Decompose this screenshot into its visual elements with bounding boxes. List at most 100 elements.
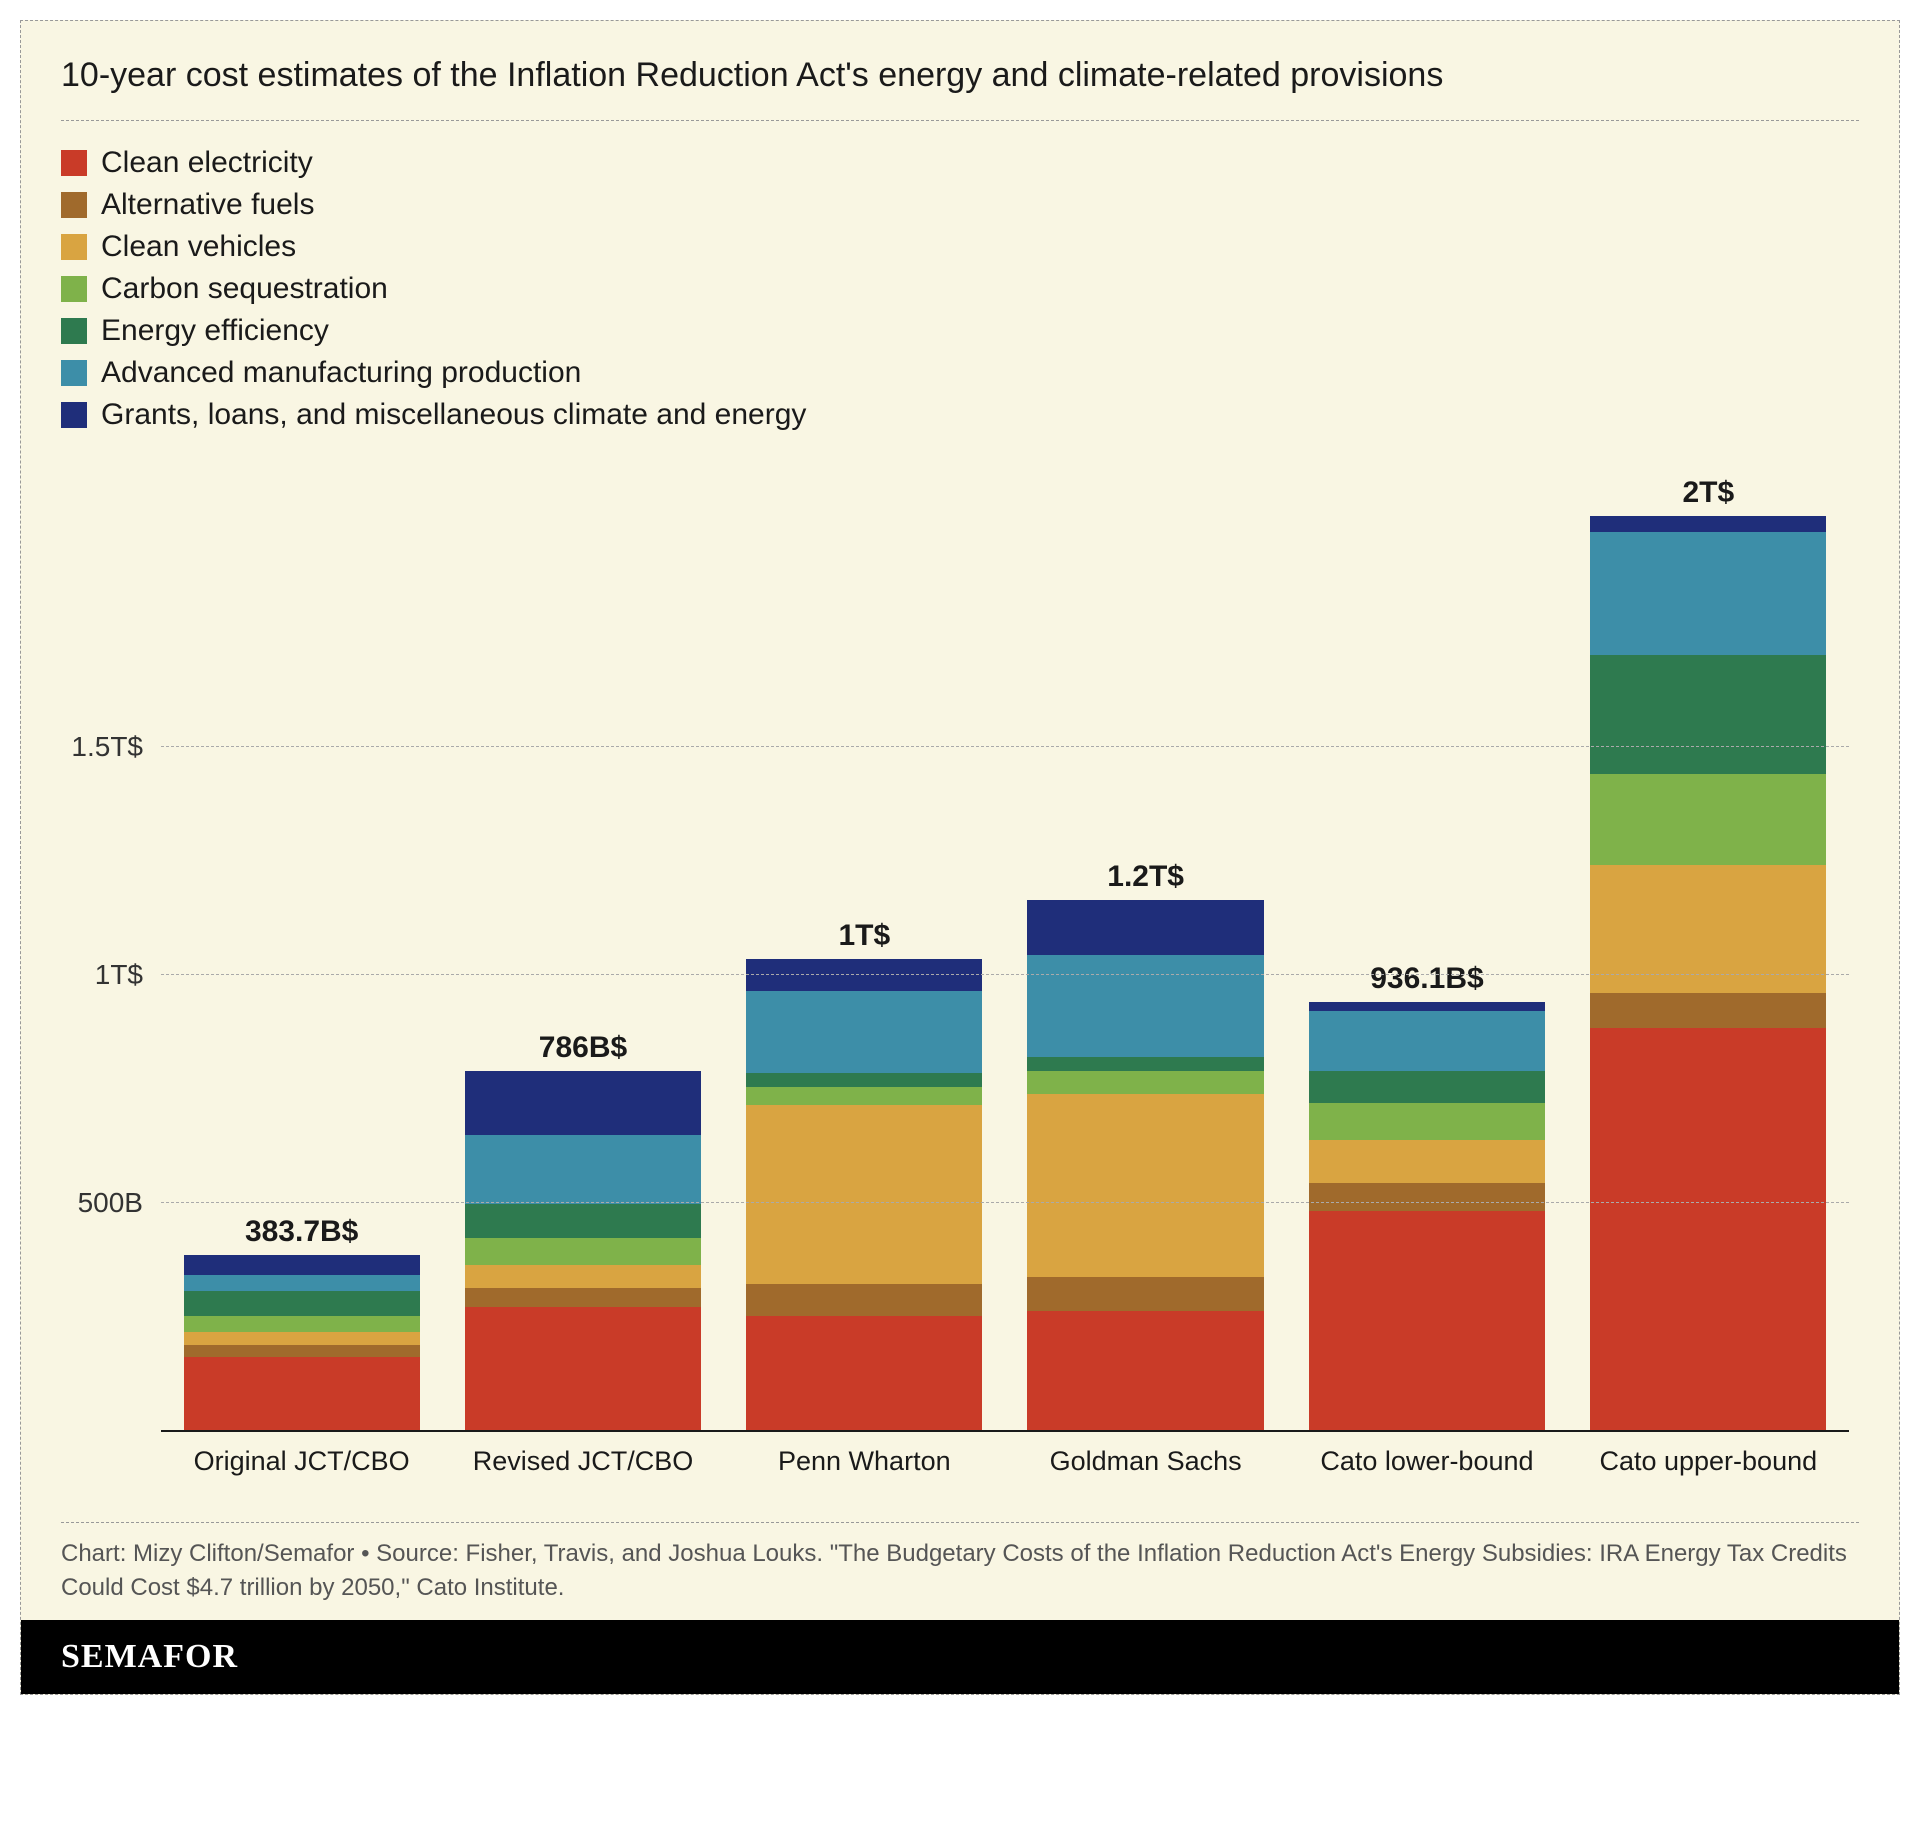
bar-segment bbox=[184, 1316, 420, 1332]
bar-segment bbox=[184, 1332, 420, 1346]
legend-label: Energy efficiency bbox=[101, 314, 329, 348]
legend-item: Alternative fuels bbox=[61, 188, 1859, 222]
chart-title: 10-year cost estimates of the Inflation … bbox=[61, 56, 1859, 95]
x-axis-label: Original JCT/CBO bbox=[184, 1446, 420, 1477]
legend-swatch bbox=[61, 234, 87, 260]
bar-segment bbox=[746, 991, 982, 1073]
bar-segment bbox=[1309, 1103, 1545, 1140]
bar-group: 383.7B$ bbox=[184, 1215, 420, 1430]
bar-segment bbox=[1590, 1028, 1826, 1430]
bar-segment bbox=[1027, 1277, 1263, 1311]
bar-stack bbox=[1027, 900, 1263, 1430]
brand-bar: SEMAFOR bbox=[21, 1620, 1899, 1694]
bar-segment bbox=[1027, 1071, 1263, 1094]
bar-total-label: 786B$ bbox=[539, 1031, 627, 1065]
legend-label: Clean electricity bbox=[101, 146, 313, 180]
bars-row: 383.7B$ 786B$ 1T$ 1.2T$ 936.1B$ 2T$ bbox=[161, 472, 1849, 1430]
bar-segment bbox=[1309, 1140, 1545, 1183]
bar-segment bbox=[746, 1105, 982, 1283]
bar-segment bbox=[184, 1275, 420, 1291]
bar-segment bbox=[746, 1284, 982, 1316]
bar-segment bbox=[1027, 1311, 1263, 1430]
bar-segment bbox=[746, 1087, 982, 1105]
bar-segment bbox=[184, 1357, 420, 1430]
bar-segment bbox=[1309, 1183, 1545, 1210]
bar-group: 1T$ bbox=[746, 919, 982, 1430]
bar-segment bbox=[1027, 955, 1263, 1058]
x-axis-labels: Original JCT/CBO Revised JCT/CBO Penn Whar… bbox=[161, 1432, 1849, 1492]
bar-total-label: 383.7B$ bbox=[245, 1215, 358, 1249]
bar-segment bbox=[465, 1135, 701, 1204]
bar-group: 2T$ bbox=[1590, 476, 1826, 1430]
divider bbox=[61, 1522, 1859, 1523]
legend-item: Clean electricity bbox=[61, 146, 1859, 180]
bar-segment bbox=[1027, 1057, 1263, 1071]
bar-segment bbox=[1590, 655, 1826, 774]
legend-item: Energy efficiency bbox=[61, 314, 1859, 348]
plot-area: 383.7B$ 786B$ 1T$ 1.2T$ 936.1B$ 2T$ 500B 1T$ 1.… bbox=[161, 472, 1849, 1492]
bar-segment bbox=[465, 1307, 701, 1430]
gridline: 500B bbox=[161, 1202, 1849, 1203]
bar-segment bbox=[184, 1345, 420, 1356]
bar-group: 936.1B$ bbox=[1309, 962, 1545, 1430]
bar-total-label: 2T$ bbox=[1682, 476, 1734, 510]
legend-swatch bbox=[61, 318, 87, 344]
bar-segment bbox=[184, 1291, 420, 1316]
bar-stack bbox=[746, 959, 982, 1430]
bar-segment bbox=[1590, 516, 1826, 532]
bar-stack bbox=[465, 1071, 701, 1430]
legend-swatch bbox=[61, 150, 87, 176]
bar-segment bbox=[1590, 993, 1826, 1027]
legend-item: Advanced manufacturing production bbox=[61, 356, 1859, 390]
bar-stack bbox=[1309, 1002, 1545, 1430]
bar-segment bbox=[1027, 1094, 1263, 1277]
bar-segment bbox=[1309, 1071, 1545, 1103]
x-axis-label: Revised JCT/CBO bbox=[465, 1446, 701, 1477]
bar-group: 786B$ bbox=[465, 1031, 701, 1430]
x-axis-label: Cato upper-bound bbox=[1590, 1446, 1826, 1477]
legend-item: Carbon sequestration bbox=[61, 272, 1859, 306]
legend-label: Carbon sequestration bbox=[101, 272, 388, 306]
y-tick-label: 500B bbox=[78, 1187, 161, 1219]
bar-segment bbox=[1309, 1211, 1545, 1430]
bar-segment bbox=[465, 1204, 701, 1238]
bar-segment bbox=[1590, 532, 1826, 655]
legend-swatch bbox=[61, 276, 87, 302]
bar-segment bbox=[746, 1316, 982, 1430]
bar-stack bbox=[184, 1255, 420, 1430]
gridline: 1.5T$ bbox=[161, 746, 1849, 747]
y-tick-label: 1T$ bbox=[95, 959, 161, 991]
legend-item: Clean vehicles bbox=[61, 230, 1859, 264]
legend-label: Advanced manufacturing production bbox=[101, 356, 581, 390]
bar-group: 1.2T$ bbox=[1027, 860, 1263, 1430]
legend: Clean electricity Alternative fuels Clean … bbox=[61, 146, 1859, 432]
legend-swatch bbox=[61, 402, 87, 428]
x-axis-label: Goldman Sachs bbox=[1027, 1446, 1263, 1477]
divider bbox=[61, 120, 1859, 121]
y-tick-label: 1.5T$ bbox=[71, 731, 161, 763]
bar-segment bbox=[746, 959, 982, 991]
x-axis-label: Cato lower-bound bbox=[1309, 1446, 1545, 1477]
bar-segment bbox=[465, 1288, 701, 1306]
bar-segment bbox=[184, 1255, 420, 1275]
bar-segment bbox=[465, 1238, 701, 1265]
bar-segment bbox=[1309, 1002, 1545, 1011]
bar-total-label: 1.2T$ bbox=[1107, 860, 1184, 894]
brand-logo-text: SEMAFOR bbox=[61, 1638, 238, 1676]
legend-label: Alternative fuels bbox=[101, 188, 314, 222]
bar-segment bbox=[1309, 1011, 1545, 1071]
source-note: Chart: Mizy Clifton/Semafor • Source: Fi… bbox=[61, 1537, 1859, 1620]
x-axis-label: Penn Wharton bbox=[746, 1446, 982, 1477]
legend-label: Grants, loans, and miscellaneous climate… bbox=[101, 398, 806, 432]
plot-inner: 383.7B$ 786B$ 1T$ 1.2T$ 936.1B$ 2T$ 500B 1T$ 1.… bbox=[161, 472, 1849, 1432]
bar-segment bbox=[465, 1265, 701, 1288]
bar-total-label: 936.1B$ bbox=[1370, 962, 1483, 996]
bar-segment bbox=[746, 1073, 982, 1087]
legend-swatch bbox=[61, 192, 87, 218]
bar-segment bbox=[1590, 774, 1826, 865]
bar-total-label: 1T$ bbox=[838, 919, 890, 953]
chart-container: 10-year cost estimates of the Inflation … bbox=[20, 20, 1900, 1695]
legend-label: Clean vehicles bbox=[101, 230, 296, 264]
bar-segment bbox=[1027, 900, 1263, 955]
legend-swatch bbox=[61, 360, 87, 386]
